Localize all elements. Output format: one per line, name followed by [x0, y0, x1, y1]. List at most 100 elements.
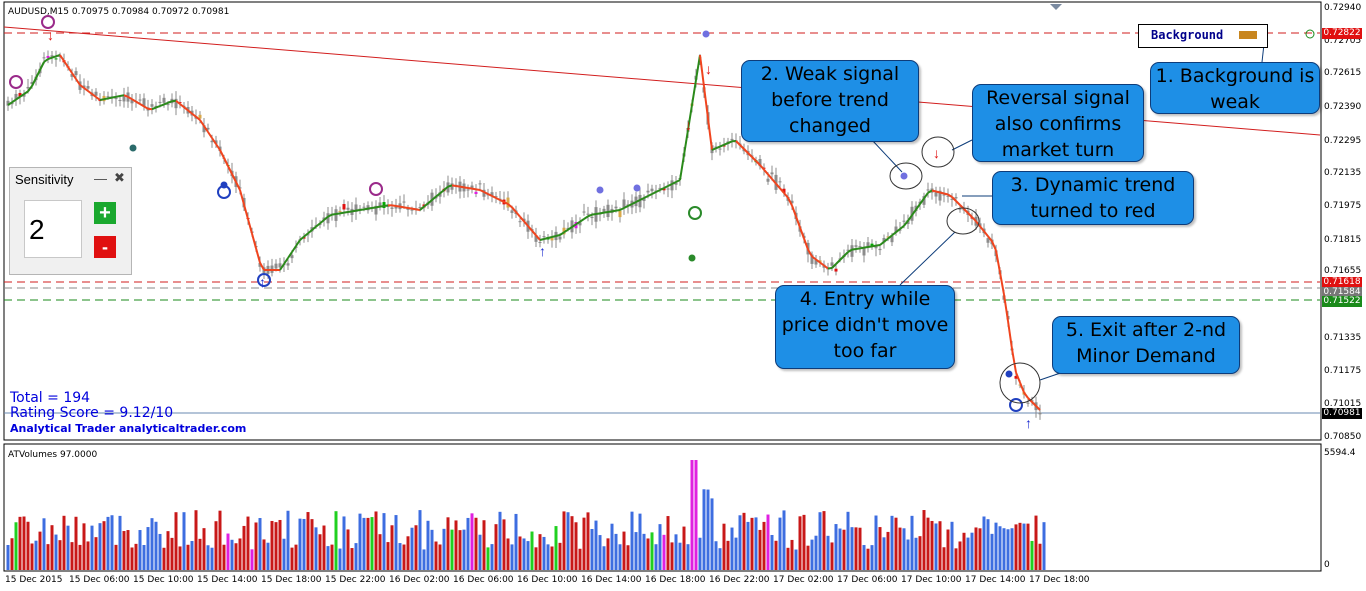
- candle-body: [578, 222, 582, 226]
- volume-bar: [962, 532, 966, 570]
- sensitivity-title: Sensitivity: [15, 172, 74, 187]
- decrease-sensitivity-button[interactable]: -: [94, 236, 116, 258]
- volume-bar: [982, 516, 986, 570]
- close-icon[interactable]: ✖: [114, 170, 125, 185]
- ma-segment: [131, 98, 137, 103]
- chart-shift-icon[interactable]: [1050, 4, 1062, 10]
- volume-bar: [794, 549, 798, 570]
- volume-bar: [286, 510, 290, 570]
- volume-bar: [562, 511, 566, 570]
- ma-segment: [919, 197, 925, 205]
- ma-segment: [43, 58, 49, 63]
- candle-body: [646, 190, 650, 193]
- volume-bar: [382, 513, 386, 570]
- ma-segment: [35, 69, 41, 79]
- volume-bar: [646, 538, 650, 570]
- volume-bar: [1042, 522, 1046, 570]
- ma-segment: [83, 87, 89, 92]
- volume-bar: [650, 532, 654, 570]
- volume-bar: [1030, 540, 1034, 570]
- volume-bar: [782, 510, 786, 570]
- candle-body: [178, 102, 182, 104]
- ma-segment: [407, 207, 413, 210]
- ma-segment: [351, 209, 357, 213]
- ma-segment: [379, 205, 385, 208]
- ma-segment: [371, 206, 377, 209]
- volume-bar: [610, 523, 614, 570]
- volume-bar: [330, 544, 334, 570]
- candle-body: [474, 191, 478, 195]
- ma-segment: [219, 149, 225, 159]
- candle-body: [354, 204, 358, 212]
- candle-body: [550, 237, 554, 241]
- volume-bar: [814, 535, 818, 570]
- ma-segment: [259, 262, 265, 271]
- volume-bar: [458, 530, 462, 570]
- ma-segment: [159, 103, 165, 107]
- ma-segment: [671, 181, 677, 185]
- volume-bar: [314, 527, 318, 570]
- candle-body: [402, 201, 406, 203]
- volume-bar: [786, 547, 790, 570]
- ma-segment: [403, 206, 409, 209]
- ma-segment: [787, 197, 793, 206]
- candle-body: [618, 210, 622, 218]
- time-tick-label: 16 Dec 22:00: [709, 575, 770, 585]
- alert-icon[interactable]: [1305, 29, 1315, 39]
- volume-bar: [690, 460, 694, 570]
- ma-segment: [307, 229, 313, 235]
- time-tick-label: 15 Dec 22:00: [325, 575, 386, 585]
- ma-segment: [367, 207, 373, 210]
- candle-body: [778, 181, 782, 183]
- ma-segment: [939, 191, 945, 195]
- candle-body: [606, 204, 610, 218]
- time-tick-label: 15 Dec 14:00: [197, 575, 258, 585]
- volume-bar: [582, 517, 586, 570]
- ma-segment: [419, 205, 425, 211]
- volume-bar: [394, 515, 398, 570]
- price-tick-label: 0.72295: [1324, 136, 1362, 146]
- minimize-icon[interactable]: —: [94, 171, 107, 186]
- volume-bar: [518, 536, 522, 570]
- volume-bar: [474, 517, 478, 570]
- ma-segment: [915, 203, 921, 211]
- ma-segment: [459, 185, 465, 189]
- volume-bar: [246, 516, 250, 570]
- sensitivity-value-field[interactable]: 2: [24, 200, 82, 258]
- candle-body: [582, 211, 586, 213]
- volume-bar: [886, 531, 890, 570]
- increase-sensitivity-button[interactable]: +: [94, 202, 116, 224]
- sensitivity-panel: Sensitivity — ✖ 2 + -: [9, 167, 132, 275]
- ma-segment: [895, 228, 901, 233]
- candle-body: [938, 190, 942, 201]
- volume-bar: [102, 521, 106, 570]
- volume-bar: [998, 526, 1002, 570]
- volume-bar: [790, 539, 794, 570]
- volume-bar: [422, 549, 426, 570]
- candle-body: [214, 140, 218, 144]
- volume-bar: [106, 516, 110, 570]
- ma-segment: [31, 77, 37, 87]
- ma-segment: [759, 164, 765, 171]
- volume-bar: [90, 525, 94, 570]
- ma-segment: [911, 209, 917, 216]
- volume-bar: [214, 521, 218, 570]
- ma-segment: [327, 213, 333, 218]
- sell-arrow-icon: ↓: [685, 117, 692, 133]
- volume-bar: [282, 538, 286, 570]
- candle-body: [106, 96, 110, 98]
- highlight-circle: [946, 207, 980, 235]
- ma-segment: [47, 56, 53, 60]
- candle-body: [642, 198, 646, 202]
- ma-segment: [475, 188, 481, 191]
- volume-bar: [834, 524, 838, 570]
- volume-bar: [894, 517, 898, 570]
- ma-segment: [627, 203, 633, 207]
- ma-segment: [319, 219, 325, 225]
- volume-bar: [542, 536, 546, 570]
- candle-body: [730, 138, 734, 141]
- signal-markers: ↓ ↓ ↓ ↓ ↑ ↑ ↑: [9, 15, 1032, 431]
- ma-segment: [283, 257, 289, 265]
- volume-bar: [994, 522, 998, 570]
